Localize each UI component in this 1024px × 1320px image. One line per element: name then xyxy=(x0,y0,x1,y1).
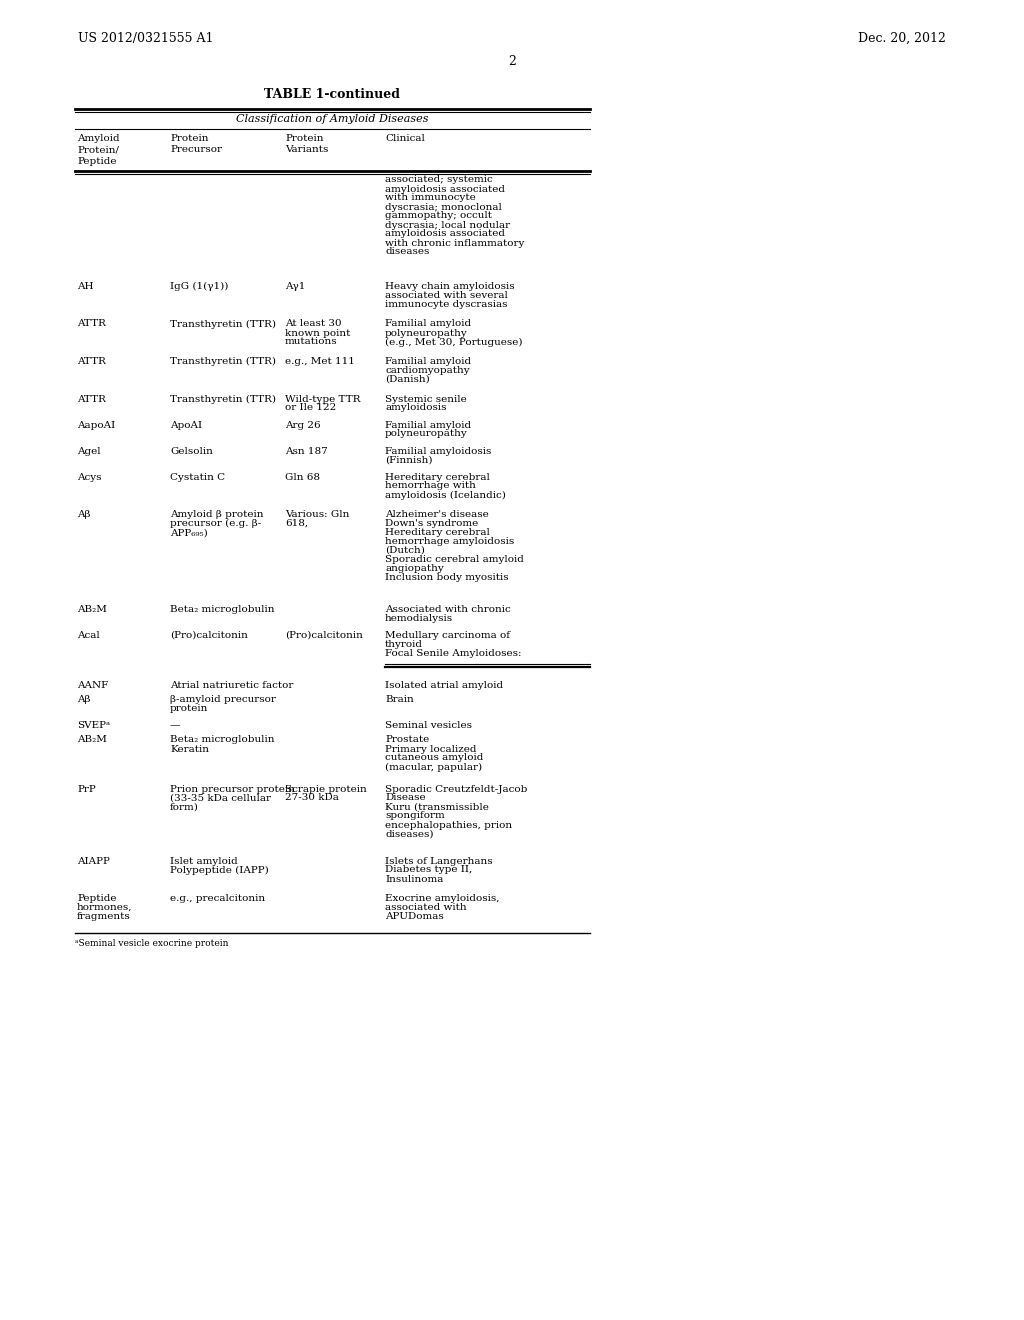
Text: Asn 187: Asn 187 xyxy=(285,446,328,455)
Text: Beta₂ microglobulin: Beta₂ microglobulin xyxy=(170,605,274,614)
Text: Peptide: Peptide xyxy=(77,157,117,166)
Text: Brain: Brain xyxy=(385,696,414,704)
Text: associated; systemic
amyloidosis associated
with immunocyte
dyscrasia; monoclona: associated; systemic amyloidosis associa… xyxy=(385,176,524,256)
Text: Scrapie protein
27-30 kDa: Scrapie protein 27-30 kDa xyxy=(285,784,367,803)
Text: Transthyretin (TTR): Transthyretin (TTR) xyxy=(170,356,276,366)
Text: e.g., Met 111: e.g., Met 111 xyxy=(285,356,355,366)
Text: PrP: PrP xyxy=(77,784,96,793)
Text: Clinical: Clinical xyxy=(385,135,425,143)
Text: Associated with chronic
hemodialysis: Associated with chronic hemodialysis xyxy=(385,605,511,623)
Text: AapoAI: AapoAI xyxy=(77,421,116,429)
Text: Protein/: Protein/ xyxy=(77,145,119,154)
Text: Protein: Protein xyxy=(170,135,209,143)
Text: Islet amyloid
Polypeptide (IAPP): Islet amyloid Polypeptide (IAPP) xyxy=(170,857,268,875)
Text: Gln 68: Gln 68 xyxy=(285,473,319,482)
Text: Aβ: Aβ xyxy=(77,696,90,704)
Text: Exocrine amyloidosis,
associated with
APUDomas: Exocrine amyloidosis, associated with AP… xyxy=(385,894,500,921)
Text: Aγ1: Aγ1 xyxy=(285,282,305,290)
Text: AIAPP: AIAPP xyxy=(77,857,110,866)
Text: Prostate
Primary localized
cutaneous amyloid
(macular, papular): Prostate Primary localized cutaneous amy… xyxy=(385,735,483,772)
Text: Cystatin C: Cystatin C xyxy=(170,473,225,482)
Text: Alzheimer's disease
Down's syndrome
Hereditary cerebral
hemorrhage amyloidosis
(: Alzheimer's disease Down's syndrome Here… xyxy=(385,510,524,582)
Text: Seminal vesicles: Seminal vesicles xyxy=(385,721,472,730)
Text: At least 30
known point
mutations: At least 30 known point mutations xyxy=(285,319,350,346)
Text: ATTR: ATTR xyxy=(77,319,105,329)
Text: AANF: AANF xyxy=(77,681,109,689)
Text: Transthyretin (TTR): Transthyretin (TTR) xyxy=(170,395,276,404)
Text: AB₂M: AB₂M xyxy=(77,735,106,744)
Text: SVEPᵃ: SVEPᵃ xyxy=(77,721,111,730)
Text: ᵃSeminal vesicle exocrine protein: ᵃSeminal vesicle exocrine protein xyxy=(75,939,228,948)
Text: AH: AH xyxy=(77,282,93,290)
Text: Arg 26: Arg 26 xyxy=(285,421,321,429)
Text: (Pro)calcitonin: (Pro)calcitonin xyxy=(170,631,248,640)
Text: Familial amyloid
cardiomyopathy
(Danish): Familial amyloid cardiomyopathy (Danish) xyxy=(385,356,471,384)
Text: β-amyloid precursor
protein: β-amyloid precursor protein xyxy=(170,696,275,713)
Text: Classification of Amyloid Diseases: Classification of Amyloid Diseases xyxy=(237,114,429,124)
Text: 2: 2 xyxy=(508,55,516,69)
Text: Aβ: Aβ xyxy=(77,510,90,519)
Text: Dec. 20, 2012: Dec. 20, 2012 xyxy=(858,32,946,45)
Text: Hereditary cerebral
hemorrhage with
amyloidosis (Icelandic): Hereditary cerebral hemorrhage with amyl… xyxy=(385,473,506,500)
Text: Acal: Acal xyxy=(77,631,99,640)
Text: Precursor: Precursor xyxy=(170,145,222,154)
Text: Various: Gln
618,: Various: Gln 618, xyxy=(285,510,349,528)
Text: TABLE 1-continued: TABLE 1-continued xyxy=(264,88,400,102)
Text: Amyloid: Amyloid xyxy=(77,135,120,143)
Text: Variants: Variants xyxy=(285,145,329,154)
Text: Peptide
hormones,
fragments: Peptide hormones, fragments xyxy=(77,894,132,921)
Text: ATTR: ATTR xyxy=(77,395,105,404)
Text: Familial amyloidosis
(Finnish): Familial amyloidosis (Finnish) xyxy=(385,446,492,465)
Text: Sporadic Creutzfeldt-Jacob
Disease
Kuru (transmissible
spongiform
encephalopathi: Sporadic Creutzfeldt-Jacob Disease Kuru … xyxy=(385,784,527,838)
Text: e.g., precalcitonin: e.g., precalcitonin xyxy=(170,894,265,903)
Text: Heavy chain amyloidosis
associated with several
immunocyte dyscrasias: Heavy chain amyloidosis associated with … xyxy=(385,282,515,309)
Text: Isolated atrial amyloid: Isolated atrial amyloid xyxy=(385,681,503,689)
Text: Systemic senile
amyloidosis: Systemic senile amyloidosis xyxy=(385,395,467,412)
Text: Atrial natriuretic factor: Atrial natriuretic factor xyxy=(170,681,293,689)
Text: ATTR: ATTR xyxy=(77,356,105,366)
Text: (Pro)calcitonin: (Pro)calcitonin xyxy=(285,631,362,640)
Text: Agel: Agel xyxy=(77,446,100,455)
Text: Transthyretin (TTR): Transthyretin (TTR) xyxy=(170,319,276,329)
Text: Prion precursor protein
(33-35 kDa cellular
form): Prion precursor protein (33-35 kDa cellu… xyxy=(170,784,295,812)
Text: Amyloid β protein
precursor (e.g. β-
APP₆₉₅): Amyloid β protein precursor (e.g. β- APP… xyxy=(170,510,263,537)
Text: ApoAI: ApoAI xyxy=(170,421,202,429)
Text: Familial amyloid
polyneuropathy
(e.g., Met 30, Portuguese): Familial amyloid polyneuropathy (e.g., M… xyxy=(385,319,522,347)
Text: Gelsolin: Gelsolin xyxy=(170,446,213,455)
Text: Familial amyloid
polyneuropathy: Familial amyloid polyneuropathy xyxy=(385,421,471,438)
Text: Beta₂ microglobulin
Keratin: Beta₂ microglobulin Keratin xyxy=(170,735,274,754)
Text: AB₂M: AB₂M xyxy=(77,605,106,614)
Text: Acys: Acys xyxy=(77,473,101,482)
Text: —: — xyxy=(170,721,180,730)
Text: Islets of Langerhans
Diabetes type II,
Insulinoma: Islets of Langerhans Diabetes type II, I… xyxy=(385,857,493,883)
Text: Medullary carcinoma of
thyroid
Focal Senile Amyloidoses:: Medullary carcinoma of thyroid Focal Sen… xyxy=(385,631,521,657)
Text: IgG (1(γ1)): IgG (1(γ1)) xyxy=(170,282,228,292)
Text: Protein: Protein xyxy=(285,135,324,143)
Text: US 2012/0321555 A1: US 2012/0321555 A1 xyxy=(78,32,213,45)
Text: Wild-type TTR
or Ile 122: Wild-type TTR or Ile 122 xyxy=(285,395,360,412)
